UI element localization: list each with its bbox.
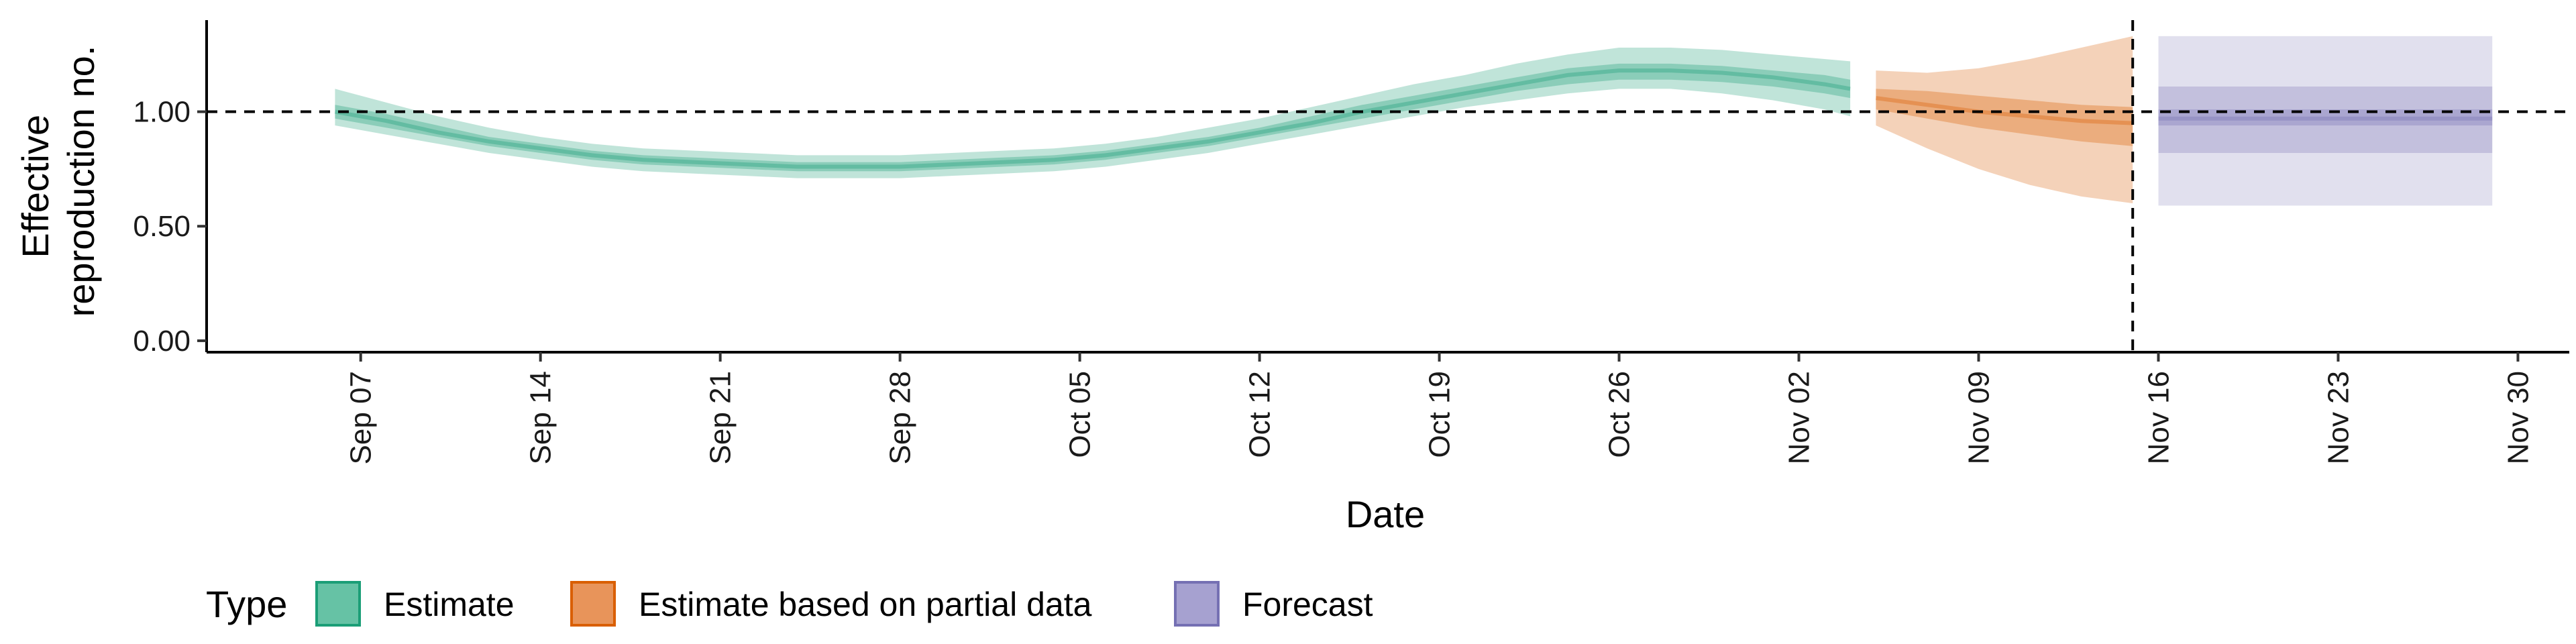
estimate-band-50 bbox=[335, 63, 1851, 172]
x-tick-label: Nov 30 bbox=[2502, 371, 2534, 464]
estimate-band-90 bbox=[335, 48, 1851, 178]
ribbon-layer bbox=[334, 36, 2493, 206]
y-axis-title: Effective reproduction no. bbox=[14, 46, 102, 317]
axes bbox=[205, 20, 2569, 354]
x-tick-label: Oct 12 bbox=[1244, 371, 1277, 458]
legend-label-estimate: Estimate bbox=[384, 586, 515, 623]
x-tick-label: Sep 28 bbox=[884, 371, 917, 464]
estimate-based-on-partial-data-median-line bbox=[1876, 96, 2133, 125]
y-tick-label: 0.00 bbox=[133, 325, 191, 358]
legend-swatch-estimate bbox=[315, 581, 361, 627]
legend: Type Estimate Estimate based on partial d… bbox=[206, 581, 1373, 627]
x-axis-title: Date bbox=[1346, 493, 1425, 535]
estimate-based-on-partial-data-band-90 bbox=[1876, 36, 2133, 204]
y-tick-label: 1.00 bbox=[133, 96, 191, 129]
x-tick-label: Sep 21 bbox=[704, 371, 737, 464]
x-tick-label: Sep 14 bbox=[525, 371, 557, 464]
estimate-based-on-partial-data-band-50 bbox=[1876, 89, 2133, 146]
x-tick-label: Nov 09 bbox=[1963, 371, 1996, 464]
x-tick-label: Nov 02 bbox=[1783, 371, 1816, 464]
legend-label-estimate-based-on-partial-data: Estimate based on partial data bbox=[639, 586, 1092, 623]
x-tick-label: Sep 07 bbox=[345, 371, 378, 464]
y-axis-title-line-2: reproduction no. bbox=[60, 46, 102, 317]
legend-title: Type bbox=[206, 583, 287, 625]
legend-swatch-estimate-based-on-partial-data bbox=[570, 581, 616, 627]
tick-layer: 0.00 0.50 1.00 Sep 07 Sep 14 Sep 21 Sep 28 Oct … bbox=[133, 96, 2534, 465]
x-tick-label: Nov 23 bbox=[2322, 371, 2355, 464]
x-tick-label: Oct 19 bbox=[1424, 371, 1456, 458]
x-tick-label: Oct 26 bbox=[1603, 371, 1636, 458]
legend-swatch-forecast bbox=[1174, 581, 1220, 627]
x-tick-label: Oct 05 bbox=[1064, 371, 1097, 458]
y-tick-label: 0.50 bbox=[133, 210, 191, 243]
forecast-band-90 bbox=[2158, 87, 2493, 153]
legend-label-forecast: Forecast bbox=[1242, 586, 1373, 623]
forecast-band-50 bbox=[2158, 109, 2493, 125]
estimate-median-line bbox=[334, 68, 1851, 169]
y-axis-title-line-1: Effective bbox=[14, 115, 56, 258]
forecast-band-outer bbox=[2158, 36, 2493, 206]
x-tick-label: Nov 16 bbox=[2143, 371, 2176, 464]
